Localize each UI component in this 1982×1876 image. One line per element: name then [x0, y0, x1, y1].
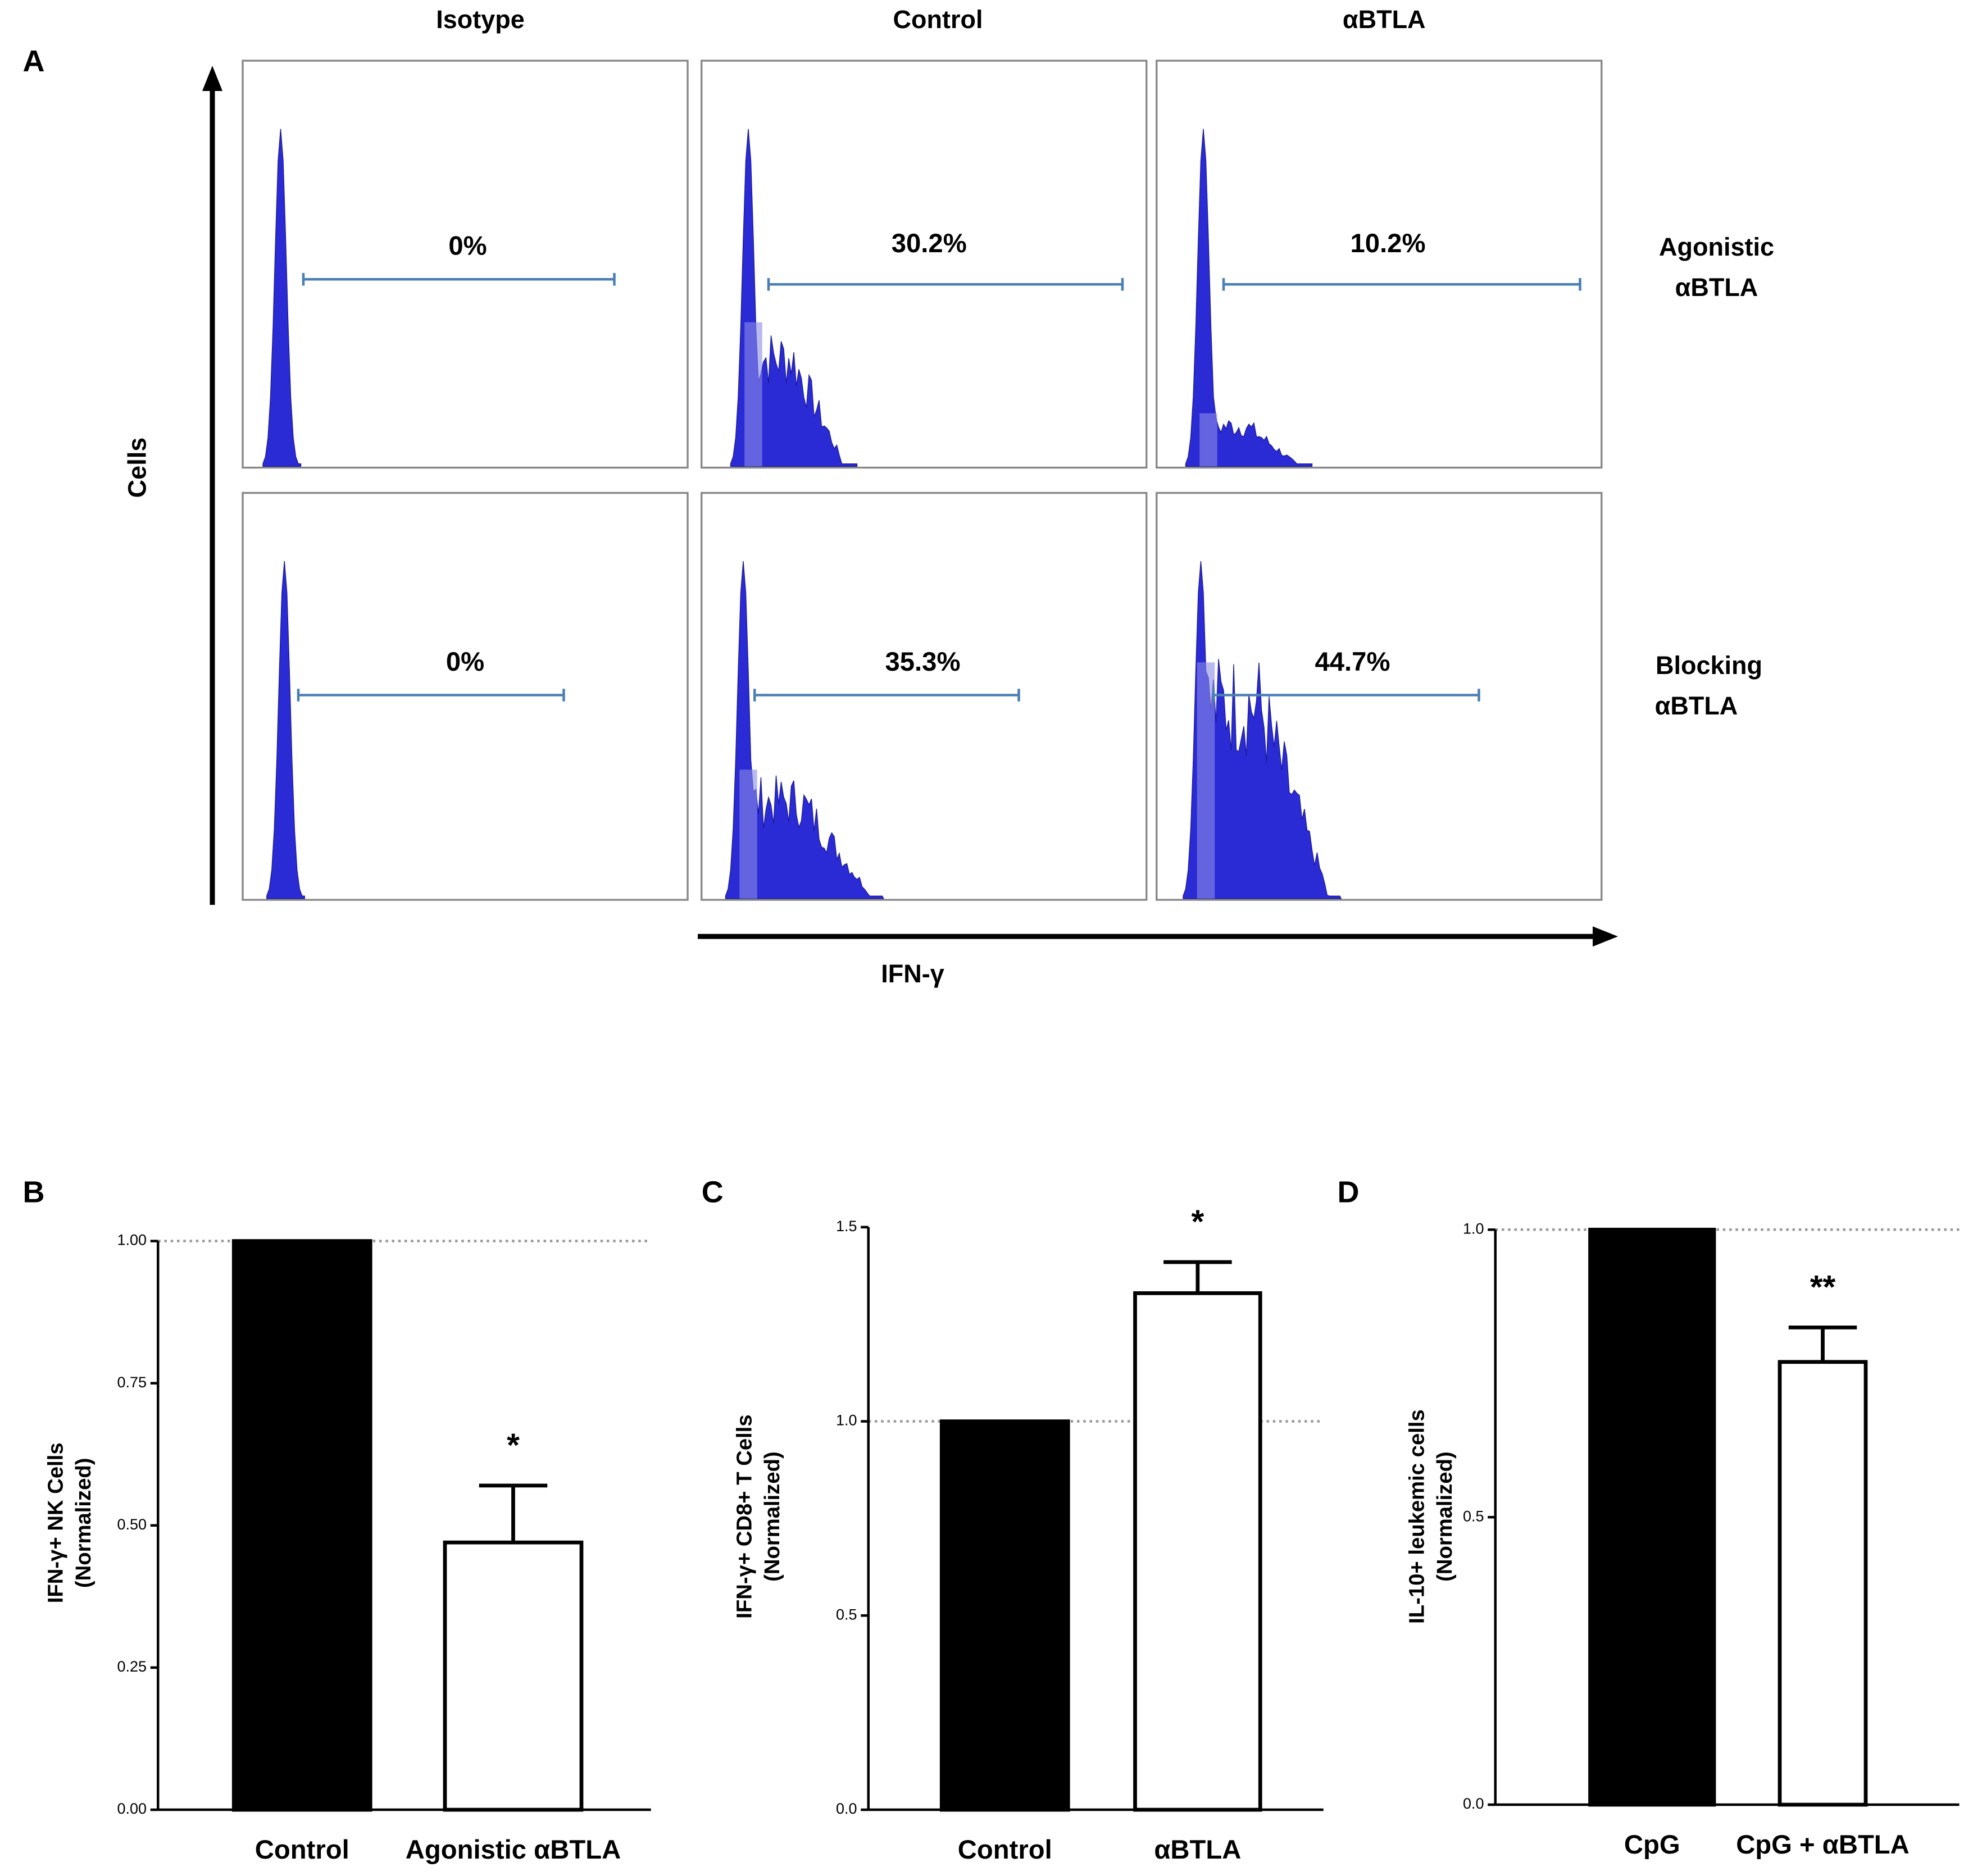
y-axis-label: Cells — [122, 438, 151, 498]
y-tick-label: 0.5 — [836, 1606, 857, 1623]
column-header: αBTLA — [1343, 5, 1426, 34]
significance: * — [507, 1427, 520, 1464]
y-tick-label: 1.5 — [836, 1218, 857, 1235]
panel-letter: C — [702, 1176, 724, 1209]
y-tick-label: 1.0 — [836, 1412, 857, 1429]
bar — [1133, 1291, 1262, 1812]
panel-letter: B — [23, 1176, 45, 1209]
y-tick-label: 0.00 — [117, 1800, 147, 1817]
gate-label: 30.2% — [892, 229, 967, 258]
x-tick-label: CpG + αBTLA — [1736, 1830, 1910, 1860]
histogram-frame — [1156, 60, 1603, 469]
y-axis-label: IL-10+ leukemic cells — [1405, 1409, 1429, 1624]
y-tick-label: 1.0 — [1463, 1220, 1484, 1237]
bar — [443, 1540, 584, 1812]
y-tick-label: 0.5 — [1463, 1508, 1484, 1524]
histogram-shade — [1199, 413, 1217, 467]
gate-label: 0% — [446, 647, 484, 677]
x-axis-label: IFN-γ — [881, 959, 944, 988]
significance: ** — [1810, 1269, 1836, 1305]
bar — [1778, 1360, 1868, 1807]
panel-letter: A — [23, 44, 45, 78]
arrow-head — [1593, 926, 1618, 947]
gate-label: 0% — [448, 231, 487, 261]
y-axis-label: (Normalized) — [1433, 1451, 1457, 1582]
y-tick-label: 0.0 — [836, 1800, 857, 1817]
histogram-shade — [744, 322, 762, 467]
gate-label: 44.7% — [1315, 647, 1390, 677]
y-tick-label: 0.25 — [117, 1658, 147, 1675]
histogram-shade — [1197, 662, 1215, 899]
histogram-frame — [242, 60, 689, 469]
x-tick-label: Control — [958, 1835, 1052, 1865]
significance: * — [1191, 1204, 1204, 1240]
gate-label: 35.3% — [885, 647, 961, 677]
x-tick-label: αBTLA — [1154, 1835, 1241, 1865]
column-header: Control — [893, 5, 983, 34]
y-tick-label: 0.0 — [1463, 1795, 1484, 1812]
y-axis-label: IFN-γ+ NK Cells — [43, 1442, 67, 1603]
arrow-head — [202, 66, 222, 92]
row-label: αBTLA — [1675, 273, 1758, 302]
y-tick-label: 0.50 — [117, 1516, 147, 1533]
y-axis-label: IFN-γ+ CD8+ T Cells — [733, 1414, 757, 1619]
y-axis-label: (Normalized) — [760, 1451, 784, 1582]
x-tick-label: Control — [255, 1835, 349, 1865]
bar — [231, 1239, 372, 1812]
bar — [939, 1419, 1070, 1812]
row-label: Agonistic — [1659, 233, 1774, 261]
column-header: Isotype — [436, 5, 525, 34]
histogram — [262, 129, 302, 467]
row-label: Blocking — [1656, 651, 1762, 680]
row-label: αBTLA — [1655, 691, 1738, 720]
y-tick-label: 0.75 — [117, 1374, 147, 1391]
x-tick-label: CpG — [1624, 1830, 1680, 1860]
histogram-shade — [739, 769, 757, 899]
x-tick-label: Agonistic αBTLA — [406, 1835, 621, 1865]
gate-label: 10.2% — [1351, 229, 1426, 258]
histogram — [1185, 129, 1313, 467]
panel-letter: D — [1338, 1176, 1360, 1209]
bar — [1588, 1227, 1716, 1807]
y-tick-label: 1.00 — [117, 1232, 147, 1249]
y-axis-label: (Normalized) — [71, 1458, 96, 1588]
histogram — [266, 561, 305, 899]
